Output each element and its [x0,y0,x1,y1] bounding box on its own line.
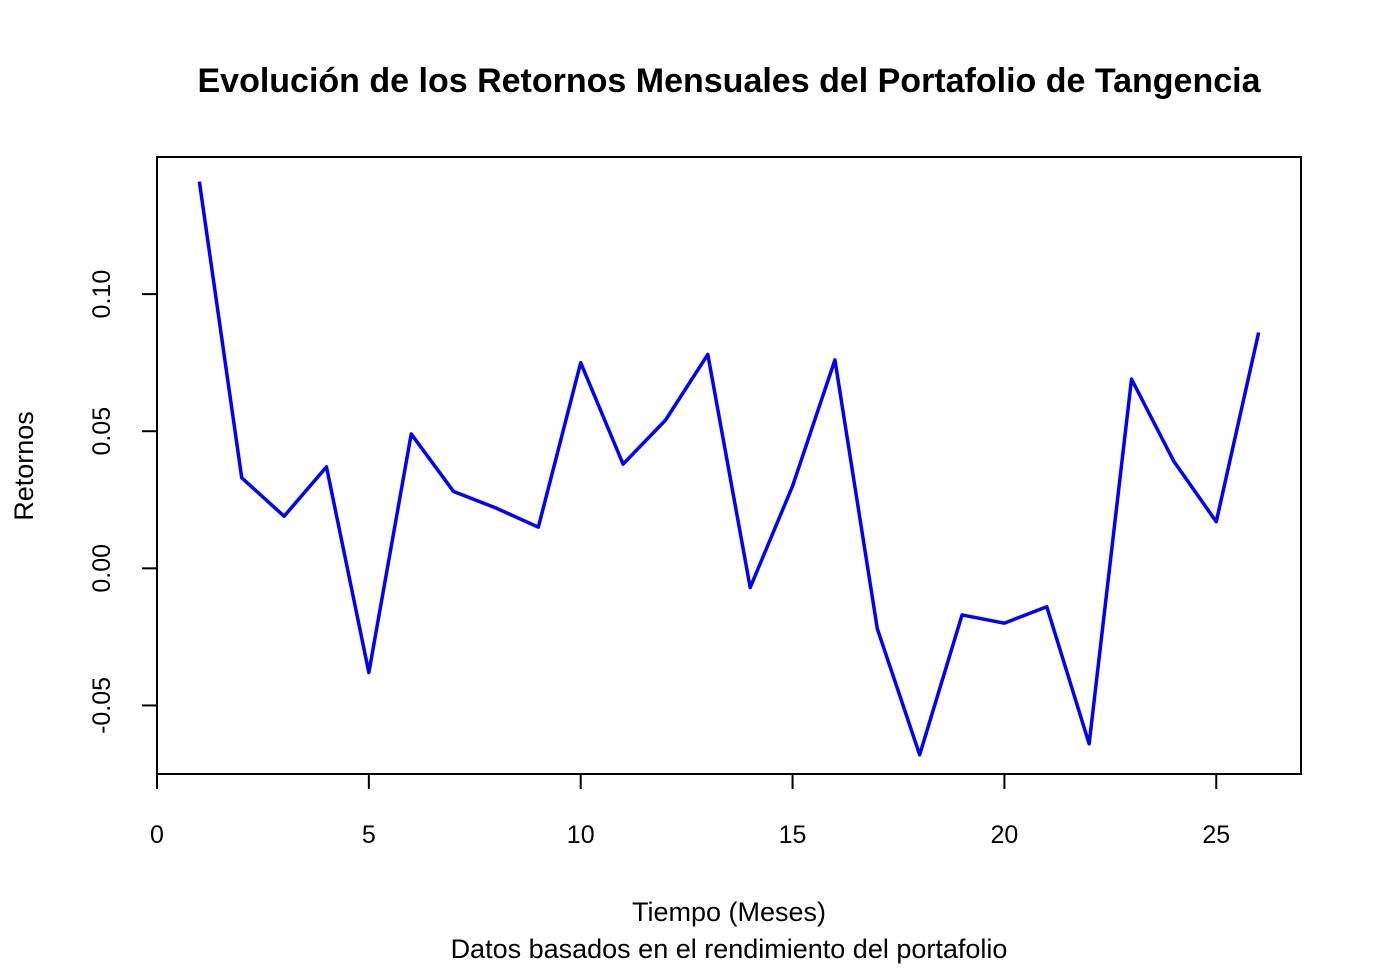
chart-subtitle: Datos basados en el rendimiento del port… [451,934,1008,964]
x-tick-label: 15 [779,821,807,849]
x-axis: 0 5 10 15 20 25 [150,773,1230,849]
series-layer [197,181,1261,757]
y-tick-label: 0.10 [88,270,116,319]
series-line [197,181,1261,757]
x-tick-label: 10 [567,821,595,849]
x-tick-label: 0 [150,821,164,849]
y-tick-label: 0.05 [88,407,116,456]
y-tick-label: -0.05 [88,677,116,734]
chart-title: Evolución de los Retornos Mensuales del … [197,62,1261,100]
x-tick-label: 5 [362,821,376,849]
x-axis-label: Tiempo (Meses) [632,897,826,927]
y-axis-label: Retornos [9,411,39,521]
x-tick-label: 20 [991,821,1019,849]
y-axis: -0.05 0.00 0.05 0.10 [88,270,158,734]
y-tick-label: 0.00 [88,544,116,593]
x-tick-label: 25 [1202,821,1230,849]
